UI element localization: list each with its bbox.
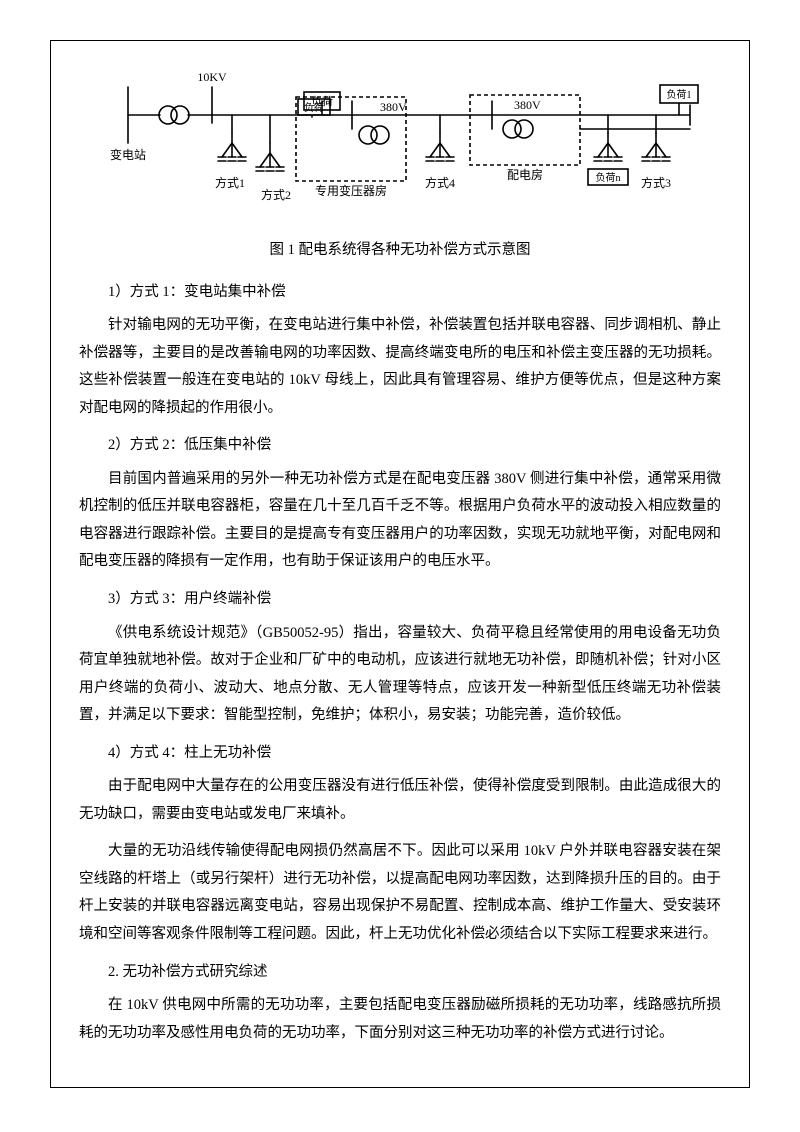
svg-text:380V: 380V xyxy=(514,98,541,112)
paragraph: 《供电系统设计规范》（GB50052-95）指出，容量较大、负荷平稳且经常使用的… xyxy=(79,620,721,730)
svg-text:变电站: 变电站 xyxy=(110,147,146,162)
svg-text:专用变压器房: 专用变压器房 xyxy=(315,183,387,198)
svg-text:负荷n: 负荷n xyxy=(596,171,621,184)
page-frame: 变电站10KV方式1方式2负荷380V专用变压器房负荷方式4380V配电房负荷n… xyxy=(50,40,750,1088)
svg-text:配电房: 配电房 xyxy=(507,167,543,182)
subsection-heading: 2）方式 2：低压集中补偿 xyxy=(79,432,721,460)
svg-text:负荷: 负荷 xyxy=(304,101,324,114)
compensation-diagram: 变电站10KV方式1方式2负荷380V专用变压器房负荷方式4380V配电房负荷n… xyxy=(79,69,721,219)
svg-text:方式4: 方式4 xyxy=(425,175,455,190)
svg-text:方式2: 方式2 xyxy=(261,187,291,202)
svg-text:380V: 380V xyxy=(380,100,407,114)
svg-text:10KV: 10KV xyxy=(197,70,227,84)
paragraph: 大量的无功沿线传输使得配电网损仍然高居不下。因此可以采用 10kV 户外并联电容… xyxy=(79,838,721,948)
paragraph: 针对输电网的无功平衡，在变电站进行集中补偿，补偿装置包括并联电容器、同步调相机、… xyxy=(79,312,721,422)
paragraph: 由于配电网中大量存在的公用变压器没有进行低压补偿，使得补偿度受到限制。由此造成很… xyxy=(79,773,721,828)
subsection-heading: 3）方式 3：用户终端补偿 xyxy=(79,586,721,614)
svg-text:负荷1: 负荷1 xyxy=(667,88,692,101)
sections-container: 1）方式 1：变电站集中补偿针对输电网的无功平衡，在变电站进行集中补偿，补偿装置… xyxy=(79,279,721,949)
svg-text:方式1: 方式1 xyxy=(215,175,245,190)
figure-caption: 图 1 配电系统得各种无功补偿方式示意图 xyxy=(79,237,721,265)
section2-heading: 2. 无功补偿方式研究综述 xyxy=(79,959,721,987)
subsection-heading: 4）方式 4：柱上无功补偿 xyxy=(79,740,721,768)
section2-para: 在 10kV 供电网中所需的无功功率，主要包括配电变压器励磁所损耗的无功功率，线… xyxy=(79,992,721,1047)
svg-text:方式3: 方式3 xyxy=(641,175,671,190)
subsection-heading: 1）方式 1：变电站集中补偿 xyxy=(79,279,721,307)
paragraph: 目前国内普遍采用的另外一种无功补偿方式是在配电变压器 380V 侧进行集中补偿，… xyxy=(79,466,721,576)
